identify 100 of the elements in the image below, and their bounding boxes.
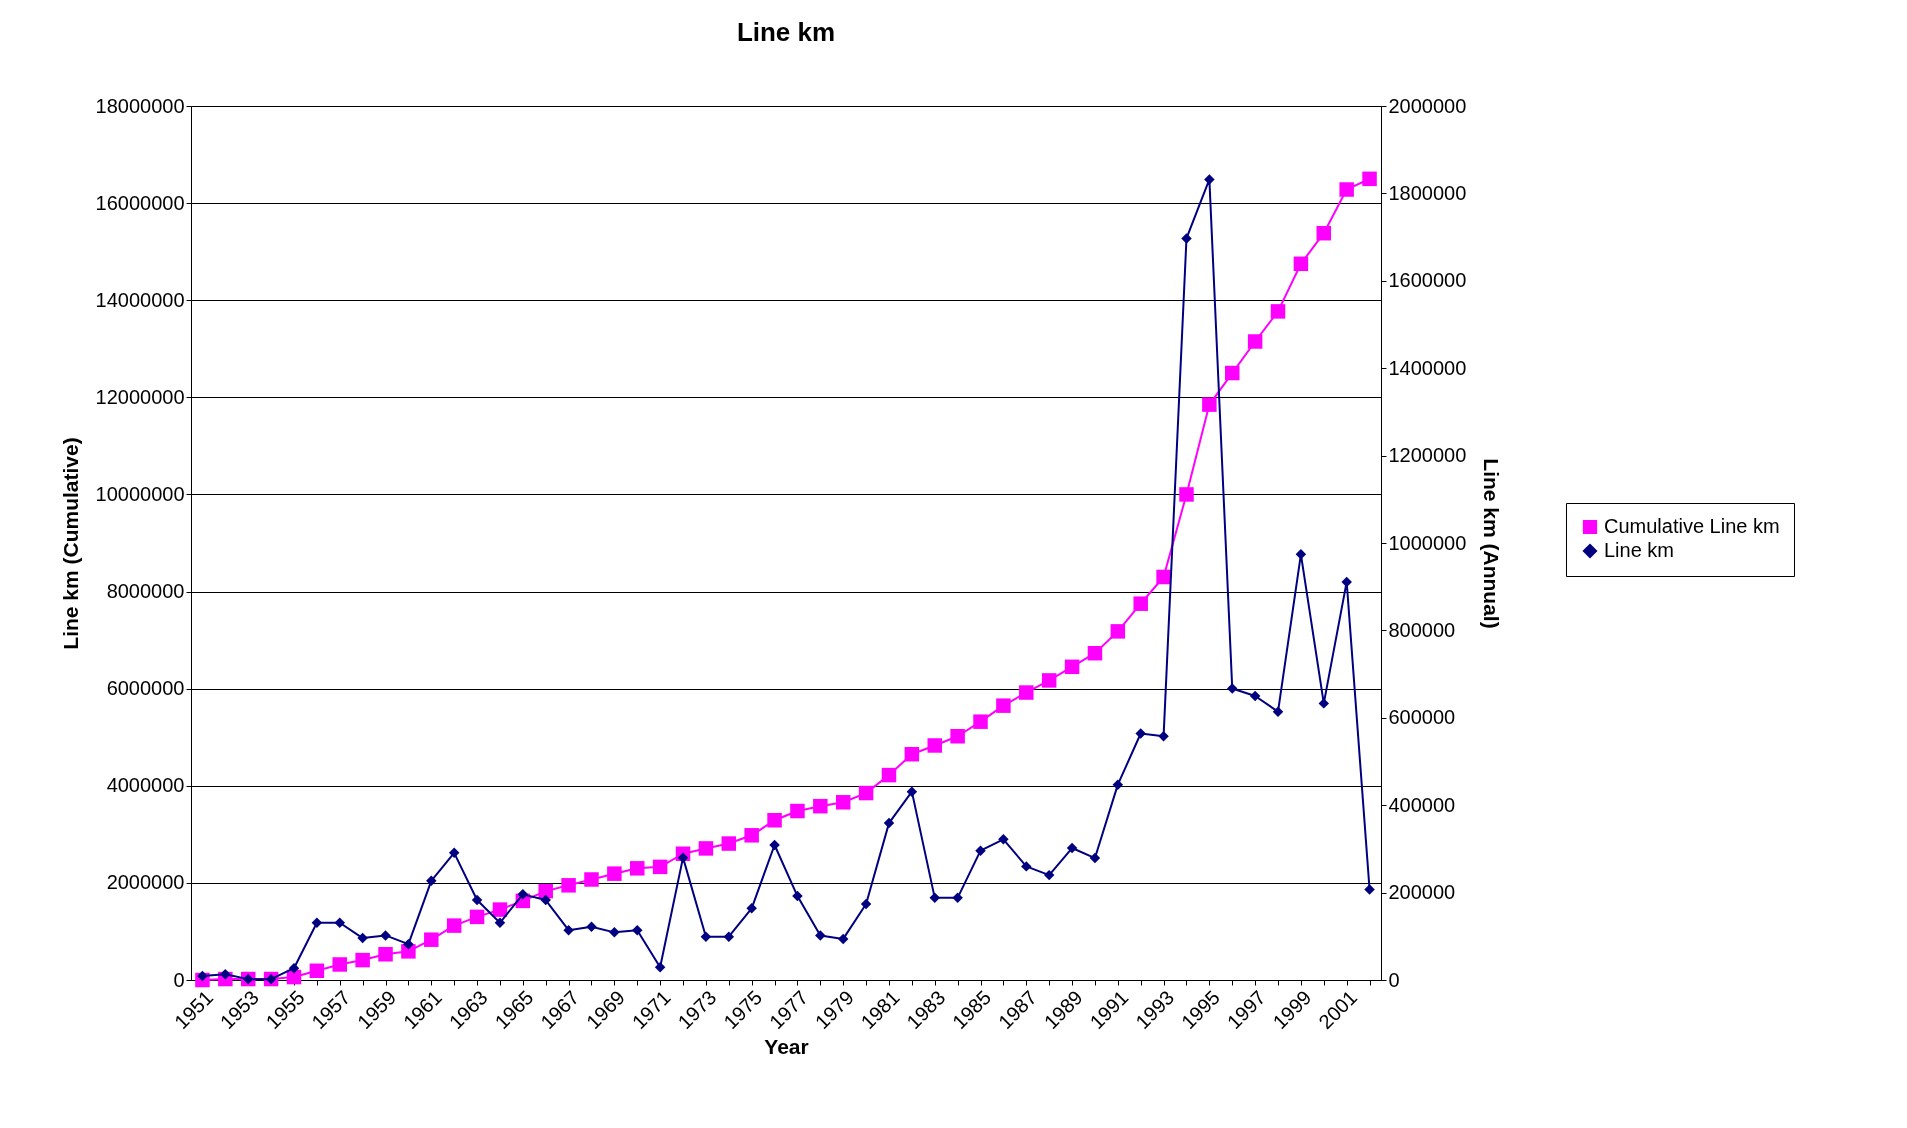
point bbox=[1087, 645, 1103, 661]
y-tick-label: 10000000 bbox=[95, 482, 185, 505]
y-tick-label: 14000000 bbox=[95, 288, 185, 311]
y2-tick-label: 2000000 bbox=[1388, 94, 1467, 117]
point bbox=[1179, 487, 1194, 502]
y2-tick-label: 400000 bbox=[1388, 793, 1456, 816]
point bbox=[1089, 852, 1101, 864]
point bbox=[403, 938, 414, 950]
point bbox=[767, 813, 782, 828]
point bbox=[1316, 225, 1332, 241]
y2-tick-label: 200000 bbox=[1388, 881, 1456, 904]
point bbox=[996, 698, 1011, 713]
point bbox=[700, 931, 712, 942]
point bbox=[1272, 706, 1284, 717]
y2-tick-label: 0 bbox=[1388, 968, 1400, 991]
y-axis-title: Line km (Cumulative) bbox=[58, 437, 82, 650]
y-tick-label: 6000000 bbox=[106, 677, 185, 700]
y-tick-label: 16000000 bbox=[95, 191, 185, 214]
y-tick-label: 4000000 bbox=[106, 774, 185, 797]
point bbox=[332, 957, 347, 972]
point bbox=[561, 878, 576, 893]
point bbox=[1247, 334, 1263, 349]
point bbox=[1295, 549, 1307, 560]
point bbox=[769, 839, 780, 851]
point bbox=[1021, 861, 1032, 872]
y2-tick-label: 1600000 bbox=[1388, 269, 1467, 292]
point bbox=[1204, 174, 1215, 185]
point bbox=[607, 866, 622, 881]
point bbox=[288, 962, 300, 974]
point bbox=[860, 898, 872, 910]
point bbox=[378, 947, 393, 962]
point bbox=[790, 803, 805, 819]
y2-tick-label: 600000 bbox=[1388, 706, 1456, 729]
point bbox=[380, 930, 391, 941]
point bbox=[973, 714, 988, 729]
y2-tick-label: 1400000 bbox=[1388, 356, 1467, 379]
y2-tick-label: 1800000 bbox=[1388, 181, 1467, 204]
point bbox=[630, 861, 645, 876]
y-tick-label: 12000000 bbox=[95, 385, 185, 408]
point bbox=[1110, 624, 1126, 639]
point bbox=[1135, 728, 1146, 739]
y-tick-label: 0 bbox=[173, 968, 185, 991]
point bbox=[355, 952, 370, 968]
point bbox=[950, 729, 965, 744]
point bbox=[698, 841, 714, 856]
x-axis-title: Year bbox=[764, 1035, 809, 1059]
point bbox=[1339, 182, 1354, 197]
y-tick-label: 2000000 bbox=[106, 871, 185, 894]
point bbox=[677, 852, 689, 863]
point bbox=[334, 917, 345, 928]
point bbox=[1181, 233, 1192, 244]
point bbox=[881, 767, 897, 783]
point bbox=[309, 963, 325, 979]
point bbox=[1019, 685, 1034, 700]
point bbox=[197, 970, 208, 982]
point bbox=[311, 917, 323, 928]
point bbox=[654, 962, 666, 973]
point bbox=[835, 795, 851, 810]
point bbox=[721, 836, 737, 851]
point bbox=[1364, 884, 1375, 895]
point bbox=[927, 738, 942, 753]
point bbox=[1158, 730, 1169, 742]
point bbox=[492, 902, 508, 917]
legend-label: Line km bbox=[1604, 539, 1675, 561]
point bbox=[1293, 256, 1309, 272]
point bbox=[1133, 596, 1148, 611]
point bbox=[906, 786, 918, 797]
point bbox=[494, 917, 506, 928]
point bbox=[998, 834, 1009, 845]
point bbox=[424, 932, 439, 947]
point bbox=[652, 859, 668, 875]
point bbox=[540, 894, 551, 906]
y2-tick-label: 1200000 bbox=[1388, 444, 1467, 467]
point bbox=[975, 845, 986, 856]
point bbox=[952, 892, 963, 904]
point bbox=[446, 918, 462, 933]
y-tick-label: 8000000 bbox=[106, 580, 185, 603]
legend-label: Cumulative Line km bbox=[1604, 515, 1780, 537]
point bbox=[469, 909, 485, 925]
chart-title: Line km bbox=[736, 17, 836, 47]
point bbox=[792, 890, 803, 902]
point bbox=[471, 894, 483, 906]
point bbox=[357, 932, 368, 944]
point bbox=[563, 924, 574, 936]
point bbox=[746, 903, 757, 914]
point bbox=[1112, 779, 1124, 790]
point bbox=[813, 798, 828, 814]
point bbox=[1064, 659, 1080, 675]
point bbox=[1270, 304, 1286, 319]
point bbox=[904, 746, 920, 762]
point bbox=[1318, 698, 1330, 709]
point bbox=[584, 872, 599, 887]
point bbox=[538, 883, 553, 899]
point bbox=[426, 875, 437, 887]
y-tick-label: 18000000 bbox=[95, 94, 185, 117]
point bbox=[1225, 365, 1240, 381]
point bbox=[1362, 171, 1377, 187]
point bbox=[586, 921, 597, 932]
point bbox=[723, 931, 735, 942]
point bbox=[815, 930, 826, 941]
